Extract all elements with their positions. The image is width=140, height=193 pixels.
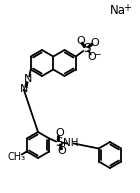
Text: N: N [24,74,32,85]
Text: O: O [55,129,64,139]
Text: O: O [76,36,85,46]
Text: S: S [83,42,90,55]
Text: O: O [57,146,66,157]
Text: −: − [93,49,101,58]
Text: N: N [20,85,28,95]
Text: Na: Na [110,4,126,18]
Text: S: S [56,136,63,149]
Text: CH₃: CH₃ [8,152,26,162]
Text: +: + [123,3,131,13]
Text: NH: NH [62,139,78,148]
Text: O: O [87,52,96,62]
Text: O: O [90,38,99,48]
